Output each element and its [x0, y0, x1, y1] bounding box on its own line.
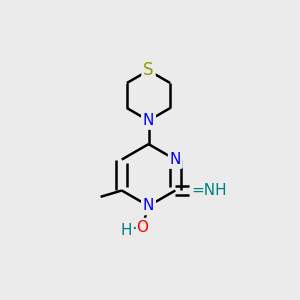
- Text: =NH: =NH: [191, 183, 227, 198]
- Text: N: N: [143, 198, 154, 213]
- Text: S: S: [143, 61, 154, 80]
- Text: N: N: [169, 152, 181, 167]
- Text: ·: ·: [131, 220, 137, 238]
- Text: N: N: [143, 113, 154, 128]
- Text: O: O: [136, 220, 148, 235]
- Text: H: H: [120, 223, 132, 238]
